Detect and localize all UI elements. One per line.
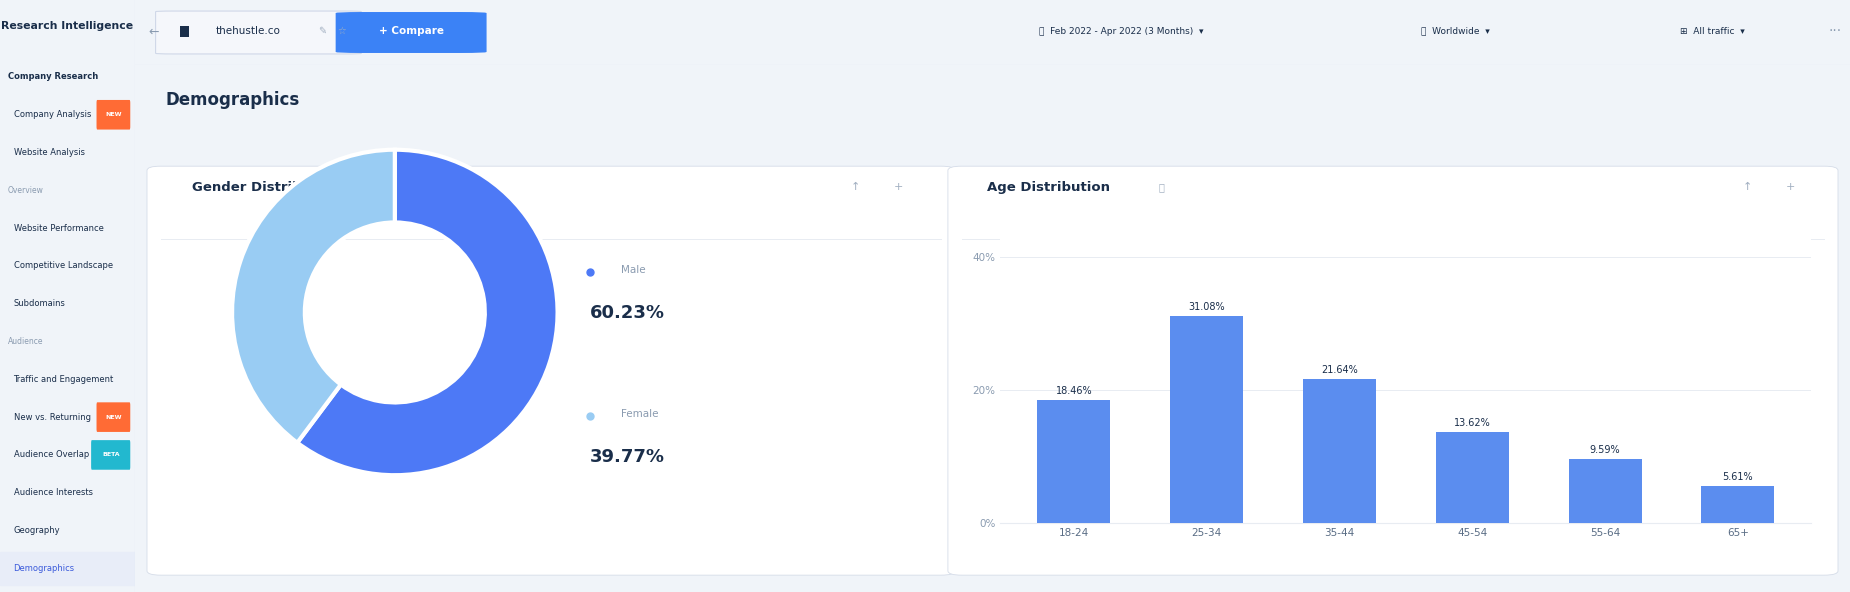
Text: 13.62%: 13.62% — [1454, 419, 1491, 429]
Text: BETA: BETA — [102, 452, 120, 458]
Text: Demographics: Demographics — [13, 564, 74, 573]
Text: Audience: Audience — [7, 337, 44, 346]
Bar — [1702, 485, 1774, 523]
Text: H: H — [181, 27, 189, 36]
Text: Company Research: Company Research — [7, 72, 98, 82]
Text: Company Analysis: Company Analysis — [13, 110, 91, 119]
Text: ↑: ↑ — [1743, 182, 1752, 192]
Text: Female: Female — [622, 408, 659, 419]
Text: Audience Interests: Audience Interests — [13, 488, 93, 497]
Text: 39.77%: 39.77% — [590, 448, 664, 466]
Text: +: + — [894, 182, 903, 192]
FancyBboxPatch shape — [155, 11, 361, 54]
Bar — [1569, 459, 1641, 523]
Text: New vs. Returning: New vs. Returning — [13, 413, 91, 422]
Bar — [1038, 400, 1110, 523]
Text: 60.23%: 60.23% — [590, 304, 664, 322]
Text: Traffic and Engagement: Traffic and Engagement — [13, 375, 113, 384]
FancyBboxPatch shape — [335, 12, 487, 53]
Bar — [1171, 316, 1243, 523]
Bar — [1302, 379, 1376, 523]
Text: Age Distribution: Age Distribution — [988, 181, 1110, 194]
Text: Demographics: Demographics — [166, 91, 300, 110]
Text: Overview: Overview — [7, 186, 44, 195]
Text: ←: ← — [148, 26, 159, 39]
Text: ⓘ: ⓘ — [424, 182, 429, 192]
Text: 5.61%: 5.61% — [1722, 472, 1754, 482]
Text: Audience Overlap: Audience Overlap — [13, 451, 89, 459]
Text: ⊞  All traffic  ▾: ⊞ All traffic ▾ — [1680, 27, 1745, 36]
FancyBboxPatch shape — [91, 440, 130, 469]
Text: +: + — [1785, 182, 1794, 192]
FancyBboxPatch shape — [146, 166, 955, 575]
Text: ↑: ↑ — [851, 182, 860, 192]
Bar — [1436, 432, 1510, 523]
Text: Website Analysis: Website Analysis — [13, 148, 85, 157]
Text: + Compare: + Compare — [379, 26, 444, 36]
Text: Male: Male — [622, 265, 646, 275]
Text: NEW: NEW — [105, 414, 122, 420]
FancyBboxPatch shape — [947, 166, 1839, 575]
Wedge shape — [298, 150, 557, 475]
FancyBboxPatch shape — [96, 403, 130, 432]
Text: NEW: NEW — [105, 112, 122, 117]
Text: 21.64%: 21.64% — [1321, 365, 1358, 375]
Text: thehustle.co: thehustle.co — [216, 26, 281, 36]
Bar — [0, 552, 135, 585]
Text: ✎: ✎ — [318, 26, 327, 36]
Text: Geography: Geography — [13, 526, 59, 535]
Text: Website Performance: Website Performance — [13, 224, 104, 233]
Text: Subdomains: Subdomains — [13, 299, 65, 308]
Text: Gender Distribution: Gender Distribution — [192, 181, 340, 194]
Text: 18.46%: 18.46% — [1056, 386, 1092, 396]
FancyBboxPatch shape — [96, 100, 130, 130]
Text: Research Intelligence: Research Intelligence — [2, 21, 133, 31]
Text: 31.08%: 31.08% — [1188, 303, 1225, 313]
Text: Competitive Landscape: Competitive Landscape — [13, 262, 113, 271]
Text: 📅  Feb 2022 - Apr 2022 (3 Months)  ▾: 📅 Feb 2022 - Apr 2022 (3 Months) ▾ — [1040, 27, 1202, 36]
Text: ☆: ☆ — [337, 26, 346, 36]
Wedge shape — [231, 150, 394, 443]
Text: ⓘ: ⓘ — [1158, 182, 1166, 192]
Text: 🌐  Worldwide  ▾: 🌐 Worldwide ▾ — [1421, 27, 1489, 36]
Text: ···: ··· — [1828, 24, 1841, 38]
Text: 9.59%: 9.59% — [1589, 445, 1621, 455]
